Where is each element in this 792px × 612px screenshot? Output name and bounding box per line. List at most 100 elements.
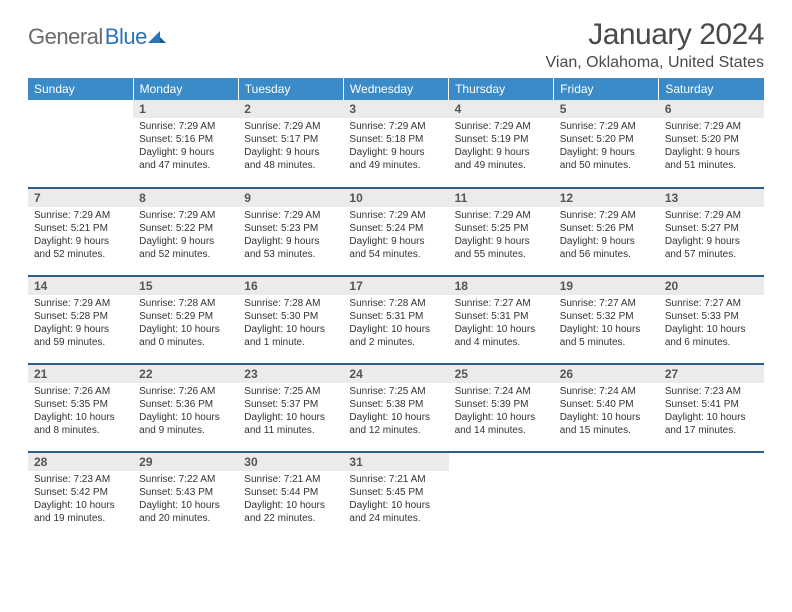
- day-line: Daylight: 10 hours: [349, 411, 442, 424]
- day-cell: 5Sunrise: 7:29 AMSunset: 5:20 PMDaylight…: [554, 100, 659, 188]
- day-line: and 12 minutes.: [349, 424, 442, 437]
- day-line: Sunset: 5:32 PM: [560, 310, 653, 323]
- day-line: Daylight: 9 hours: [139, 235, 232, 248]
- day-line: Sunrise: 7:29 AM: [560, 209, 653, 222]
- day-line: Daylight: 10 hours: [455, 411, 548, 424]
- day-cell: 26Sunrise: 7:24 AMSunset: 5:40 PMDayligh…: [554, 364, 659, 452]
- day-line: and 11 minutes.: [244, 424, 337, 437]
- day-number: 17: [343, 277, 448, 295]
- week-row: 14Sunrise: 7:29 AMSunset: 5:28 PMDayligh…: [28, 276, 764, 364]
- month-title: January 2024: [546, 18, 765, 52]
- location-subtitle: Vian, Oklahoma, United States: [546, 54, 765, 72]
- day-content: Sunrise: 7:24 AMSunset: 5:39 PMDaylight:…: [449, 383, 554, 441]
- day-number: 4: [449, 100, 554, 118]
- day-line: Sunset: 5:20 PM: [560, 133, 653, 146]
- day-content: Sunrise: 7:29 AMSunset: 5:18 PMDaylight:…: [343, 118, 448, 176]
- day-line: Daylight: 9 hours: [560, 146, 653, 159]
- day-content: Sunrise: 7:29 AMSunset: 5:26 PMDaylight:…: [554, 207, 659, 265]
- day-line: Sunset: 5:33 PM: [665, 310, 758, 323]
- calendar-table: Sunday Monday Tuesday Wednesday Thursday…: [28, 78, 764, 540]
- day-content: Sunrise: 7:29 AMSunset: 5:17 PMDaylight:…: [238, 118, 343, 176]
- day-content: Sunrise: 7:28 AMSunset: 5:31 PMDaylight:…: [343, 295, 448, 353]
- day-number: 23: [238, 365, 343, 383]
- day-content: Sunrise: 7:29 AMSunset: 5:21 PMDaylight:…: [28, 207, 133, 265]
- day-line: Daylight: 10 hours: [244, 323, 337, 336]
- day-line: Sunrise: 7:26 AM: [139, 385, 232, 398]
- day-cell: [449, 452, 554, 540]
- day-cell: 4Sunrise: 7:29 AMSunset: 5:19 PMDaylight…: [449, 100, 554, 188]
- day-line: and 52 minutes.: [34, 248, 127, 261]
- day-line: Sunrise: 7:29 AM: [665, 120, 758, 133]
- day-cell: 10Sunrise: 7:29 AMSunset: 5:24 PMDayligh…: [343, 188, 448, 276]
- day-cell: 14Sunrise: 7:29 AMSunset: 5:28 PMDayligh…: [28, 276, 133, 364]
- day-line: Daylight: 10 hours: [34, 499, 127, 512]
- day-line: Daylight: 10 hours: [244, 499, 337, 512]
- day-line: Sunrise: 7:29 AM: [244, 120, 337, 133]
- day-line: Sunrise: 7:29 AM: [455, 120, 548, 133]
- day-line: Sunrise: 7:29 AM: [455, 209, 548, 222]
- day-line: and 17 minutes.: [665, 424, 758, 437]
- day-cell: 23Sunrise: 7:25 AMSunset: 5:37 PMDayligh…: [238, 364, 343, 452]
- day-number: 15: [133, 277, 238, 295]
- day-line: Sunset: 5:35 PM: [34, 398, 127, 411]
- day-number: 1: [133, 100, 238, 118]
- day-content: Sunrise: 7:23 AMSunset: 5:42 PMDaylight:…: [28, 471, 133, 529]
- day-line: Daylight: 10 hours: [139, 411, 232, 424]
- day-content: Sunrise: 7:24 AMSunset: 5:40 PMDaylight:…: [554, 383, 659, 441]
- day-content: Sunrise: 7:29 AMSunset: 5:22 PMDaylight:…: [133, 207, 238, 265]
- dow-header: Saturday: [659, 78, 764, 100]
- day-line: Sunrise: 7:29 AM: [665, 209, 758, 222]
- day-line: Daylight: 9 hours: [665, 235, 758, 248]
- dow-header: Monday: [133, 78, 238, 100]
- day-line: Sunset: 5:22 PM: [139, 222, 232, 235]
- day-line: and 49 minutes.: [455, 159, 548, 172]
- brand-word1: General: [28, 24, 103, 50]
- day-line: Sunset: 5:43 PM: [139, 486, 232, 499]
- day-line: and 24 minutes.: [349, 512, 442, 525]
- day-line: Daylight: 10 hours: [139, 499, 232, 512]
- day-number: 30: [238, 453, 343, 471]
- day-number: 24: [343, 365, 448, 383]
- day-line: and 54 minutes.: [349, 248, 442, 261]
- day-number: 11: [449, 189, 554, 207]
- day-number: 5: [554, 100, 659, 118]
- day-cell: 27Sunrise: 7:23 AMSunset: 5:41 PMDayligh…: [659, 364, 764, 452]
- day-line: Sunrise: 7:24 AM: [560, 385, 653, 398]
- day-cell: 15Sunrise: 7:28 AMSunset: 5:29 PMDayligh…: [133, 276, 238, 364]
- day-line: Daylight: 9 hours: [455, 146, 548, 159]
- day-cell: [554, 452, 659, 540]
- day-line: Sunrise: 7:21 AM: [349, 473, 442, 486]
- day-number: 10: [343, 189, 448, 207]
- day-number: 31: [343, 453, 448, 471]
- day-content: Sunrise: 7:29 AMSunset: 5:19 PMDaylight:…: [449, 118, 554, 176]
- week-row: 28Sunrise: 7:23 AMSunset: 5:42 PMDayligh…: [28, 452, 764, 540]
- day-line: Sunset: 5:29 PM: [139, 310, 232, 323]
- day-cell: 7Sunrise: 7:29 AMSunset: 5:21 PMDaylight…: [28, 188, 133, 276]
- day-content: Sunrise: 7:21 AMSunset: 5:44 PMDaylight:…: [238, 471, 343, 529]
- day-line: and 53 minutes.: [244, 248, 337, 261]
- day-number: 25: [449, 365, 554, 383]
- day-cell: [659, 452, 764, 540]
- day-line: Daylight: 9 hours: [244, 146, 337, 159]
- day-line: Daylight: 9 hours: [665, 146, 758, 159]
- day-cell: [28, 100, 133, 188]
- day-number: 12: [554, 189, 659, 207]
- day-number: 22: [133, 365, 238, 383]
- day-cell: 12Sunrise: 7:29 AMSunset: 5:26 PMDayligh…: [554, 188, 659, 276]
- day-cell: 30Sunrise: 7:21 AMSunset: 5:44 PMDayligh…: [238, 452, 343, 540]
- day-line: and 48 minutes.: [244, 159, 337, 172]
- day-line: and 55 minutes.: [455, 248, 548, 261]
- day-content: Sunrise: 7:27 AMSunset: 5:31 PMDaylight:…: [449, 295, 554, 353]
- day-line: and 51 minutes.: [665, 159, 758, 172]
- day-number: 3: [343, 100, 448, 118]
- day-line: Sunset: 5:21 PM: [34, 222, 127, 235]
- day-line: Sunrise: 7:22 AM: [139, 473, 232, 486]
- day-number: 7: [28, 189, 133, 207]
- day-line: Sunset: 5:30 PM: [244, 310, 337, 323]
- day-line: and 19 minutes.: [34, 512, 127, 525]
- day-cell: 22Sunrise: 7:26 AMSunset: 5:36 PMDayligh…: [133, 364, 238, 452]
- day-line: Sunrise: 7:26 AM: [34, 385, 127, 398]
- day-line: and 22 minutes.: [244, 512, 337, 525]
- day-content: Sunrise: 7:29 AMSunset: 5:24 PMDaylight:…: [343, 207, 448, 265]
- day-line: Sunrise: 7:28 AM: [244, 297, 337, 310]
